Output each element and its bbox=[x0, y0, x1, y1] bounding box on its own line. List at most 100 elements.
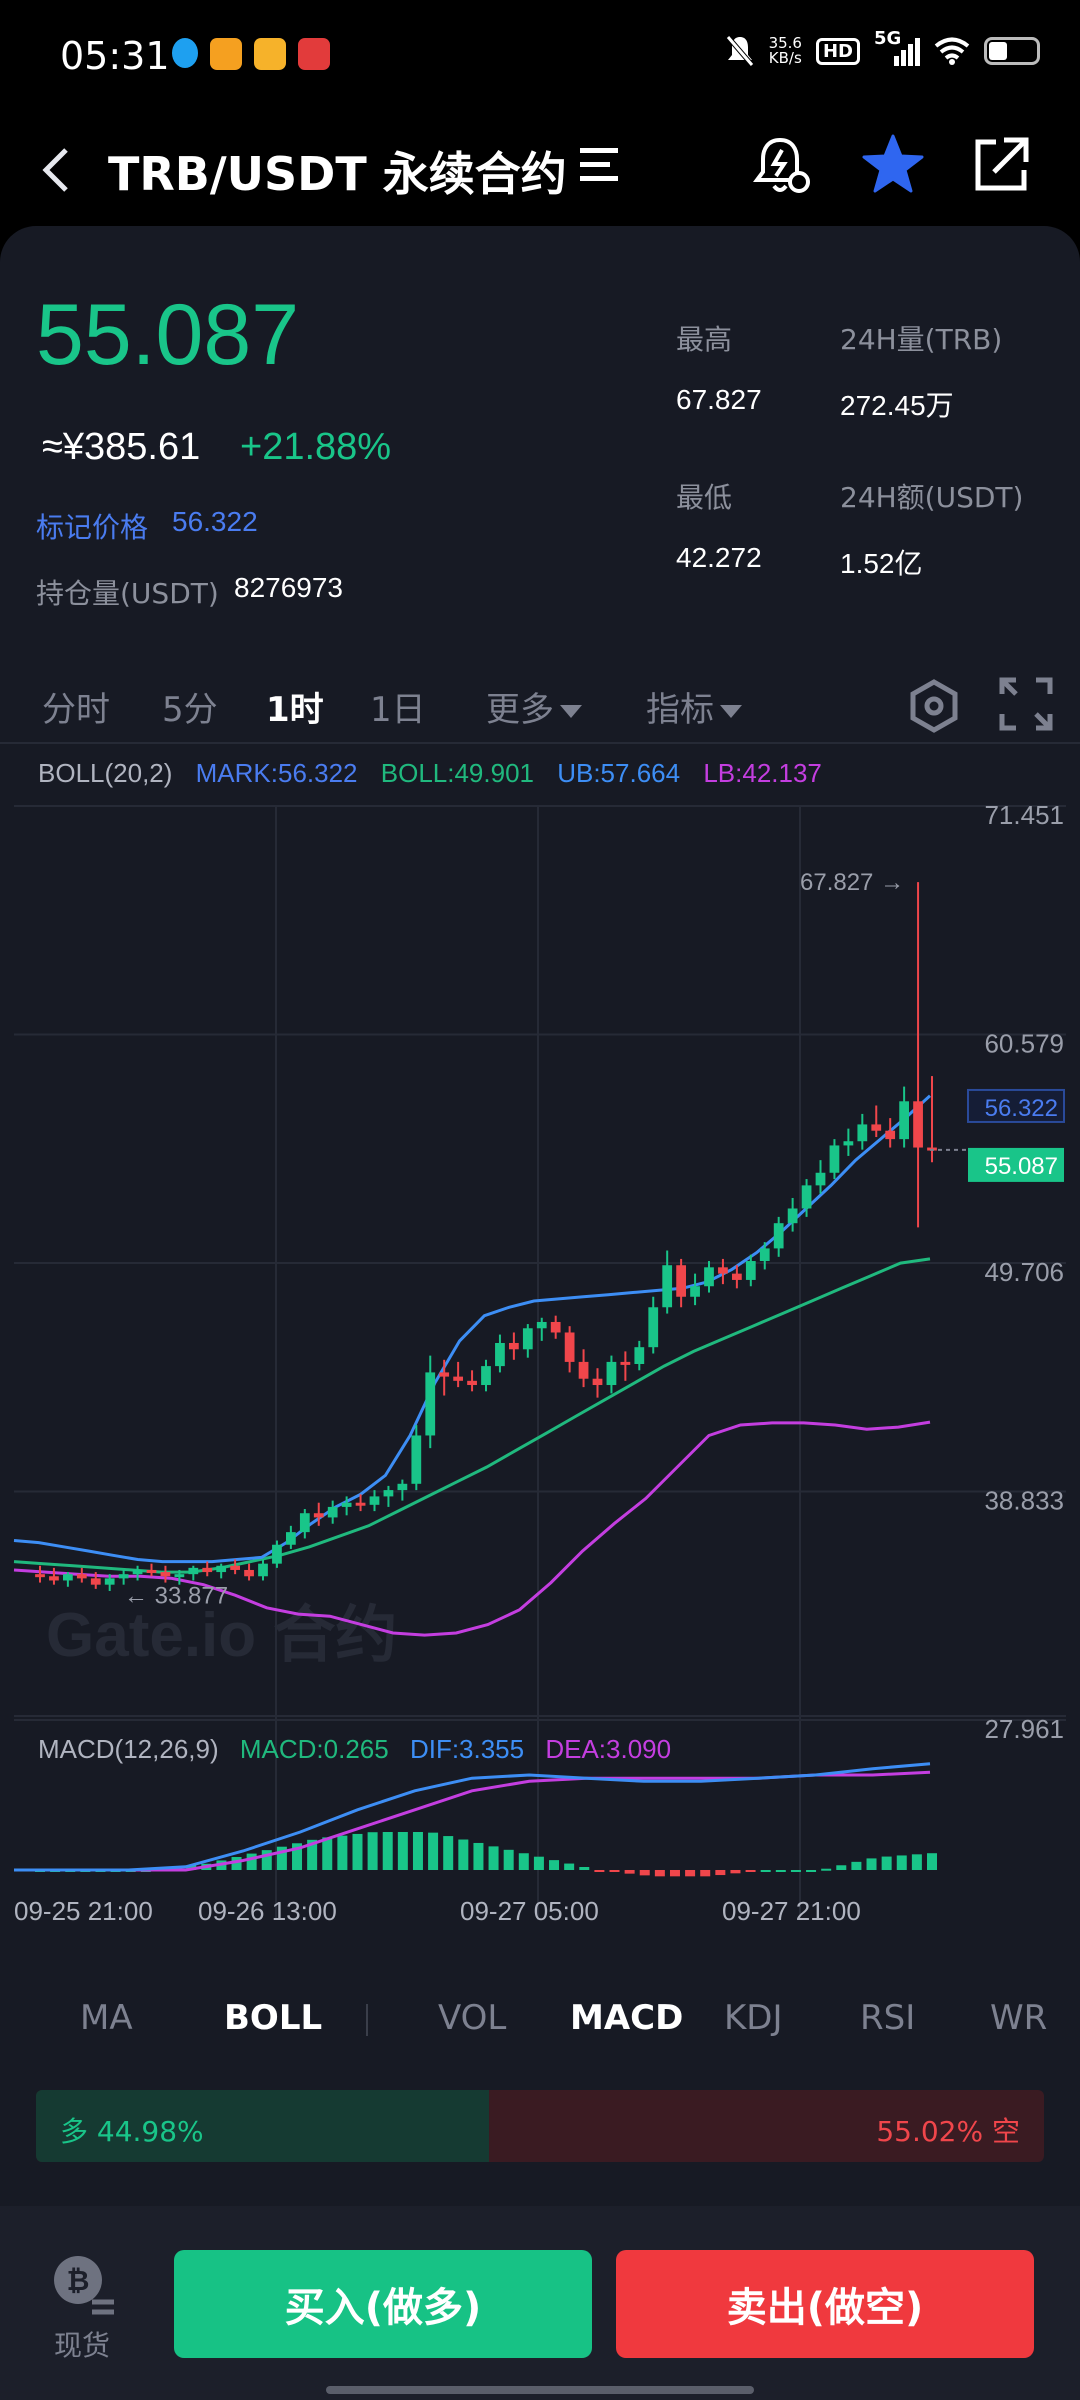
back-icon[interactable] bbox=[32, 138, 82, 202]
candle-body bbox=[299, 1513, 310, 1533]
candle-body bbox=[188, 1567, 199, 1575]
candle-body bbox=[35, 1574, 45, 1578]
tab-vol[interactable]: VOL bbox=[438, 1998, 507, 2038]
chart-settings-icon[interactable] bbox=[906, 678, 962, 734]
macd-histogram-bar bbox=[730, 1870, 741, 1874]
candle-body bbox=[425, 1372, 436, 1436]
macd-histogram-bar bbox=[307, 1839, 318, 1870]
candle-body bbox=[202, 1567, 213, 1573]
menu-icon[interactable] bbox=[578, 142, 620, 188]
tab-5m[interactable]: 5分 bbox=[162, 690, 218, 730]
home-indicator[interactable] bbox=[326, 2386, 754, 2394]
tab-wr[interactable]: WR bbox=[990, 1998, 1048, 2038]
net-speed: 35.6 KB/s bbox=[769, 36, 802, 66]
buy-long-button[interactable]: 买入(做多) bbox=[174, 2250, 592, 2358]
candle-body bbox=[481, 1366, 491, 1386]
tab-ma[interactable]: MA bbox=[80, 1998, 133, 2038]
hd-badge: HD bbox=[815, 37, 860, 65]
candle-body bbox=[369, 1496, 380, 1505]
open-interest-label: 持仓量(USDT) bbox=[36, 577, 219, 610]
tab-1h[interactable]: 1时 bbox=[266, 690, 324, 730]
last-price-tag-bg bbox=[968, 1147, 1064, 1182]
candle-body bbox=[648, 1307, 659, 1348]
status-time: 05:31 bbox=[60, 34, 170, 78]
net-speed-unit: KB/s bbox=[768, 49, 802, 67]
macd-histogram-bar bbox=[503, 1849, 514, 1870]
macd-histogram-bar bbox=[700, 1870, 711, 1877]
market-panel: 55.087 ≈¥385.61 +21.88% 标记价格 56.322 持仓量(… bbox=[0, 226, 1080, 2400]
candle-body bbox=[118, 1574, 129, 1579]
candle-body bbox=[216, 1565, 227, 1573]
candle-body bbox=[634, 1347, 645, 1365]
y-tick-label: 71.451 bbox=[984, 800, 1064, 830]
spot-label[interactable]: 现货 bbox=[54, 2329, 111, 2362]
candle-body bbox=[258, 1563, 268, 1577]
tab-more[interactable]: 更多 bbox=[486, 682, 582, 731]
price-alert-icon[interactable] bbox=[752, 134, 814, 200]
y-tick-label: 38.833 bbox=[984, 1486, 1064, 1516]
tab-kdj[interactable]: KDJ bbox=[724, 1998, 783, 2038]
macd-histogram-bar bbox=[806, 1870, 817, 1872]
svg-text:₿: ₿ bbox=[67, 2264, 90, 2297]
macd-histogram-bar bbox=[261, 1850, 272, 1870]
chevron-down-icon bbox=[560, 705, 582, 718]
sell-short-button[interactable]: 卖出(做空) bbox=[616, 2250, 1034, 2358]
macd-histogram-bar bbox=[881, 1856, 892, 1870]
x-tick-label: 09-27 05:00 bbox=[460, 1896, 599, 1926]
star-icon[interactable] bbox=[860, 132, 926, 198]
tab-more-label: 更多 bbox=[486, 690, 554, 730]
price-change: +21.88% bbox=[240, 426, 392, 468]
nav-bar: TRB/USDT 永续合约 bbox=[0, 112, 1080, 232]
battery-icon bbox=[984, 37, 1040, 65]
candle-body bbox=[355, 1502, 366, 1506]
tab-indicator[interactable]: 指标 bbox=[646, 682, 742, 731]
candle-body bbox=[327, 1506, 338, 1518]
candle-body bbox=[704, 1267, 714, 1287]
candle-body bbox=[899, 1101, 910, 1140]
candle-body bbox=[536, 1321, 547, 1329]
candle-body bbox=[62, 1574, 73, 1581]
candle-body bbox=[90, 1578, 101, 1585]
candle-body bbox=[606, 1361, 617, 1386]
candle-body bbox=[104, 1578, 115, 1585]
share-icon[interactable] bbox=[970, 134, 1032, 196]
candle-body bbox=[843, 1141, 854, 1146]
macd-value: MACD:0.265 bbox=[239, 1734, 389, 1764]
watermark: Gate.io 合约 bbox=[46, 1601, 397, 1670]
candle-body bbox=[787, 1208, 798, 1224]
mark-price-label[interactable]: 标记价格 bbox=[36, 511, 149, 544]
boll-upper: UB:57.664 bbox=[557, 758, 681, 788]
tab-timeshare[interactable]: 分时 bbox=[42, 690, 110, 730]
fullscreen-icon[interactable] bbox=[998, 676, 1054, 732]
candlestick-chart[interactable]: Gate.io 合约 67.827 → ← 33.877 71.451 60.579 49… bbox=[0, 226, 1080, 1966]
boll-mid-line bbox=[13, 1257, 931, 1574]
cny-price: ≈¥385.61 bbox=[42, 426, 201, 468]
mail-icon bbox=[254, 38, 286, 70]
macd-histogram-bar bbox=[533, 1856, 544, 1870]
candle-body bbox=[871, 1124, 882, 1131]
spot-bitcoin-icon[interactable]: ₿ bbox=[50, 2252, 120, 2322]
boll-mark: MARK:56.322 bbox=[195, 758, 358, 788]
macd-histogram-bar bbox=[579, 1866, 590, 1870]
qq-icon bbox=[172, 38, 198, 68]
tab-macd[interactable]: MACD bbox=[570, 1998, 684, 2038]
tab-rsi[interactable]: RSI bbox=[860, 1998, 916, 2038]
candle-body bbox=[272, 1544, 282, 1564]
tab-boll[interactable]: BOLL bbox=[224, 1998, 323, 2038]
candle-body bbox=[230, 1565, 241, 1570]
volume-24h-value: 272.45万 bbox=[840, 390, 954, 421]
candle-body bbox=[495, 1342, 505, 1367]
macd-histogram-bar bbox=[412, 1832, 423, 1870]
network-type: 5G bbox=[874, 28, 902, 49]
macd-dea-line bbox=[14, 1770, 931, 1872]
long-short-ratio-bar: 多 44.98% 55.02% 空 bbox=[36, 2090, 1044, 2162]
page-title[interactable]: TRB/USDT 永续合约 bbox=[108, 147, 567, 201]
candle-body bbox=[620, 1361, 631, 1365]
tab-1d[interactable]: 1日 bbox=[370, 690, 426, 730]
timeframe-bar: 分时 5分 1时 1日 更多 指标 bbox=[0, 664, 1080, 748]
y-tick-label: 49.706 bbox=[984, 1257, 1064, 1287]
candle-body bbox=[244, 1569, 254, 1577]
macd-histogram-bar bbox=[624, 1870, 635, 1874]
macd-histogram-bar bbox=[276, 1846, 287, 1870]
macd-histogram-bar bbox=[836, 1865, 847, 1870]
